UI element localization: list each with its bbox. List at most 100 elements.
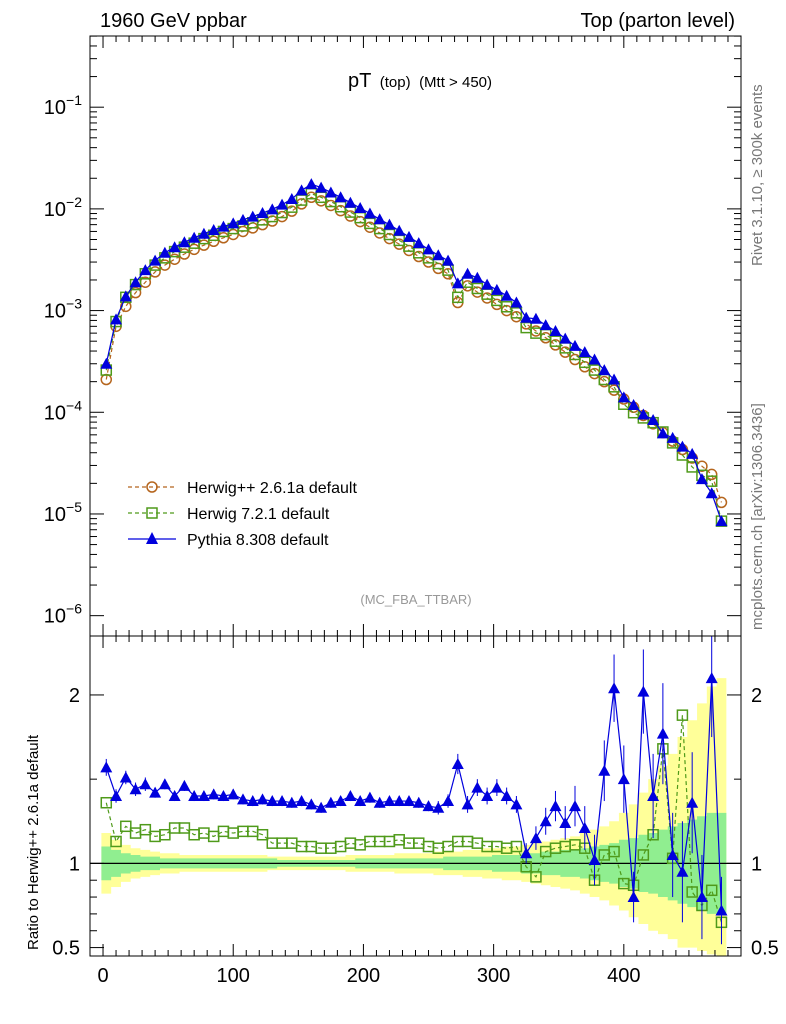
plot-title-extra: (Mtt > 450) <box>419 74 492 91</box>
ratio-y-tick-label-right: 2 <box>751 685 762 707</box>
main-point-pythia <box>129 276 142 288</box>
ratio-point-pythia <box>168 790 181 801</box>
main-point-pythia <box>490 283 503 295</box>
ratio-point-herwig7 <box>100 796 113 809</box>
ratio-point-herwig7 <box>159 828 171 841</box>
ratio-point-herwig7 <box>129 827 142 839</box>
ratio-point-herwig7 <box>705 884 718 897</box>
main-point-pythia <box>188 231 201 243</box>
ratio-point-pythia <box>110 790 123 801</box>
ratio-point-pythia <box>510 798 523 810</box>
ratio-point-pythia <box>188 790 201 801</box>
main-point-pythia <box>451 277 464 289</box>
ratio-y-axis-label: Ratio to Herwig++ 2.6.1a default <box>25 734 42 950</box>
main-point-pythia <box>217 220 230 232</box>
x-tick-label: 100 <box>217 965 250 987</box>
main-point-pythia <box>139 264 152 276</box>
main-point-pythia <box>715 515 728 527</box>
ratio-point-pythia <box>422 800 435 812</box>
ratio-point-pythia <box>119 771 132 783</box>
legend-marker-herwig7 <box>146 507 158 519</box>
legend-label-pythia: Pythia 8.308 default <box>187 532 329 549</box>
ratio-point-pythia <box>549 800 562 812</box>
ratio-point-pythia <box>471 781 484 793</box>
ratio-point-pythia <box>363 791 376 803</box>
ratio-point-pythia <box>383 795 396 807</box>
main-point-pythia <box>227 217 240 229</box>
main-point-pythia <box>471 271 484 283</box>
legend-marker-pythia <box>146 532 158 544</box>
main-point-pythia <box>656 427 669 439</box>
ratio-point-pythia <box>656 727 669 739</box>
ratio-point-herwig7 <box>178 822 191 834</box>
main-point-pythia <box>402 230 415 242</box>
ratio-point-pythia <box>500 790 513 801</box>
main-point-pythia <box>529 312 542 324</box>
main-point-pythia <box>334 191 347 203</box>
main-point-pythia <box>285 193 298 205</box>
ratio-point-pythia <box>588 854 601 865</box>
ratio-point-pythia <box>305 798 318 810</box>
ratio-point-pythia <box>647 790 660 801</box>
main-point-pythia <box>256 207 269 219</box>
plot-title-main: pT <box>348 70 371 92</box>
ratio-point-pythia <box>705 672 718 684</box>
ratio-point-pythia <box>158 778 171 790</box>
ratio-point-pythia <box>695 891 708 903</box>
main-point-herwigpp <box>715 496 728 509</box>
plot-title: pT (top) (Mtt > 450) <box>348 70 492 92</box>
main-point-herwigpp <box>227 228 239 241</box>
main-point-pythia <box>578 346 591 358</box>
ratio-point-pythia <box>481 790 494 801</box>
main-point-pythia <box>178 236 191 248</box>
ratio-point-pythia <box>529 832 542 844</box>
main-y-tick-label: 10−4 <box>44 397 82 424</box>
main-point-pythia <box>324 186 337 198</box>
ratio-point-herwig7 <box>510 840 523 853</box>
ratio-point-herwig7 <box>608 845 620 858</box>
main-point-herwigpp <box>705 468 718 481</box>
main-point-pythia <box>510 296 523 308</box>
header-right-title: Top (parton level) <box>580 10 735 32</box>
header-left-title: 1960 GeV ppbar <box>100 10 247 32</box>
main-point-pythia <box>197 227 210 239</box>
ratio-point-pythia <box>266 795 279 807</box>
main-y-tick-label: 10−5 <box>44 499 82 526</box>
axes: 0 100 200 300 400 10−6 10−5 10−4 10−3 10−2 10−1 0.5… <box>44 35 779 987</box>
main-y-tick-label: 10−3 <box>44 296 82 323</box>
main-point-pythia <box>442 254 455 266</box>
main-point-pythia <box>149 254 162 266</box>
main-point-pythia <box>588 353 601 365</box>
ratio-point-pythia <box>461 798 474 810</box>
ratio-point-pythia <box>490 781 503 793</box>
ratio-point-pythia <box>217 790 230 801</box>
ratio-point-pythia <box>578 822 591 833</box>
ratio-point-pythia <box>178 779 191 791</box>
legend-label-herwigpp: Herwig++ 2.6.1a default <box>187 480 357 497</box>
main-y-tick-label: 10−6 <box>44 601 82 628</box>
ratio-point-pythia <box>666 848 679 860</box>
legend-marker-herwigpp <box>146 481 158 493</box>
ratio-point-pythia <box>100 761 113 773</box>
ratio-point-pythia <box>442 795 455 807</box>
ratio-point-herwig7 <box>530 871 542 883</box>
main-point-pythia <box>666 431 679 443</box>
ratio-point-pythia <box>256 793 269 805</box>
ratio-point-pythia <box>236 793 249 805</box>
ratio-y-tick-label-left: 0.5 <box>52 938 80 960</box>
main-point-pythia <box>432 249 445 261</box>
legend-entry-herwigpp: Herwig++ 2.6.1a default <box>128 480 357 497</box>
main-point-pythia <box>568 339 581 351</box>
main-point-pythia <box>236 213 249 225</box>
main-point-pythia <box>363 207 376 219</box>
ratio-line-pythia <box>105 678 723 911</box>
ratio-point-pythia <box>227 788 240 800</box>
main-point-pythia <box>266 203 279 215</box>
main-point-pythia <box>676 440 689 452</box>
main-y-tick-label: 10−1 <box>44 92 82 119</box>
mcplots-label: mcplots.cern.ch [arXiv:1306.3436] <box>749 403 766 630</box>
x-tick-label: 0 <box>97 965 108 987</box>
main-point-pythia <box>158 246 171 258</box>
main-point-pythia <box>100 357 113 369</box>
ratio-point-pythia <box>315 801 328 813</box>
